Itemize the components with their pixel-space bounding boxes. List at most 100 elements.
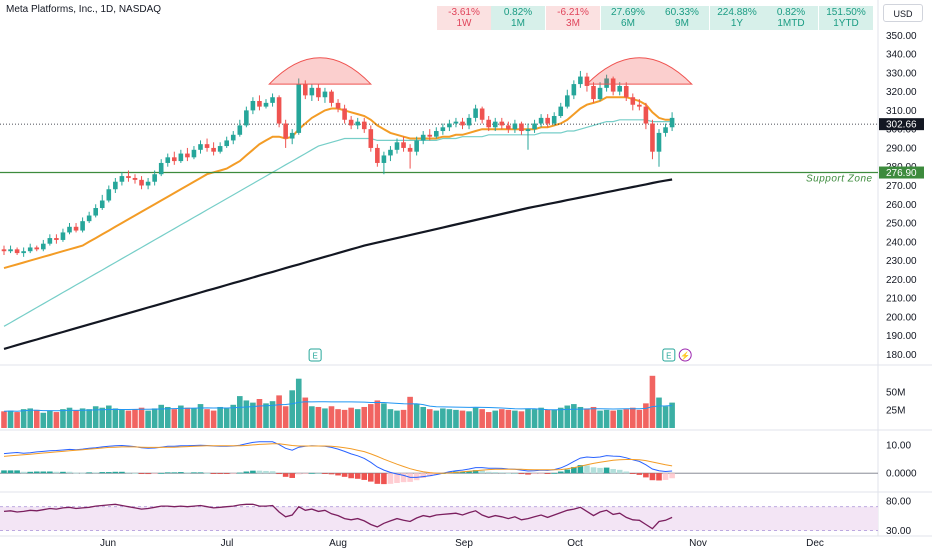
currency-button[interactable]: USD	[883, 4, 923, 22]
candle	[532, 119, 537, 133]
event-label: E	[312, 352, 317, 361]
volume-bar	[649, 375, 656, 428]
macd-histogram-bar	[341, 473, 348, 477]
volume-bar	[551, 409, 557, 428]
volume-bar	[512, 410, 518, 428]
candle	[99, 194, 105, 210]
time-tick-label: Oct	[567, 538, 583, 549]
candle	[637, 99, 642, 111]
macd-histogram-bar	[119, 471, 125, 474]
volume-bar	[616, 409, 623, 428]
candle-body	[512, 123, 518, 130]
perf-label: 1MTD	[777, 18, 805, 29]
volume-bar	[92, 406, 99, 428]
price-tick-label: 190.00	[886, 331, 917, 342]
candle	[348, 116, 354, 130]
volume-bar	[499, 409, 505, 428]
volume-bar	[217, 406, 223, 428]
volume-bar	[413, 404, 420, 428]
candle	[519, 121, 524, 135]
candle-body	[303, 84, 308, 96]
volume-bar	[505, 409, 512, 428]
price-tick-label: 340.00	[886, 50, 917, 61]
candle-body	[610, 78, 616, 92]
candle	[388, 146, 393, 162]
macd-histogram-bar	[623, 471, 630, 474]
candle	[447, 119, 452, 132]
volume-bar	[531, 409, 538, 428]
macd-histogram-bar	[243, 471, 250, 474]
macd-tick-label: 0.0000	[886, 469, 917, 480]
candle	[289, 129, 295, 145]
volume-bar	[479, 409, 485, 428]
macd-histogram-bar	[505, 472, 512, 474]
macd-histogram-bar	[525, 473, 531, 475]
candle	[34, 245, 40, 252]
candle	[198, 140, 203, 154]
candle-body	[656, 132, 662, 152]
perf-1ytd: 151.50% 1YTD	[819, 6, 873, 30]
candle	[270, 93, 275, 107]
candle	[119, 172, 125, 186]
candle-body	[27, 247, 33, 252]
volume-bar	[577, 406, 584, 428]
rsi-band	[0, 506, 878, 531]
candle-body	[93, 208, 98, 216]
candle-body	[283, 123, 288, 139]
candle-body	[60, 232, 66, 240]
macd-histogram-bar	[459, 471, 466, 474]
volume-bar	[557, 407, 564, 428]
last-price-label: 302.66	[886, 120, 917, 131]
candle	[479, 106, 485, 124]
volume-bar	[20, 409, 27, 428]
macd-histogram-bar	[531, 473, 538, 475]
rsi-tick-label: 80.00	[886, 496, 911, 507]
macd-histogram-bar	[60, 471, 66, 474]
macd-histogram-bar	[315, 473, 322, 474]
macd-histogram-bar	[223, 473, 230, 474]
candle-body	[538, 117, 544, 124]
candle-body	[617, 85, 622, 92]
perf-value: 60.33%	[665, 7, 699, 18]
event-label: E	[666, 352, 671, 361]
volume-bar	[453, 409, 459, 428]
price-tick-label: 310.00	[886, 106, 917, 117]
candle	[486, 116, 491, 132]
support-price-badge	[879, 166, 924, 179]
volume-bar	[387, 409, 394, 428]
candle-body	[316, 87, 321, 98]
candle	[578, 70, 583, 88]
volume-bar	[544, 409, 551, 428]
candle	[54, 234, 59, 244]
candle-body	[329, 91, 334, 103]
perf-label: 1W	[456, 18, 472, 29]
volume-bar	[302, 397, 309, 428]
price-tick-label: 220.00	[886, 275, 917, 286]
signal-line	[3, 443, 673, 474]
macd-histogram-bar	[79, 472, 86, 474]
candle-body	[67, 226, 72, 233]
macd-histogram-bar	[106, 472, 112, 474]
candle	[211, 142, 216, 156]
perf-9m: 60.33% 9M	[655, 6, 709, 30]
price-tick-label: 240.00	[886, 237, 917, 248]
candle	[565, 89, 570, 109]
candle-body	[650, 123, 655, 152]
price-tick-label: 200.00	[886, 312, 917, 323]
candle-body	[126, 176, 131, 178]
candle-body	[551, 116, 557, 124]
perf-value: 224.88%	[717, 7, 757, 18]
price-tick-label: 180.00	[886, 350, 917, 361]
candle-body	[99, 200, 105, 209]
candle-body	[571, 84, 577, 96]
candle-body	[86, 215, 92, 222]
candle	[257, 95, 262, 111]
volume-bar	[354, 409, 361, 428]
macd-histogram-bar	[551, 472, 557, 474]
sma-long-line	[3, 178, 673, 350]
candle	[230, 131, 236, 145]
candle	[597, 82, 603, 101]
candle	[237, 119, 243, 137]
macd-histogram-bar	[40, 471, 47, 474]
